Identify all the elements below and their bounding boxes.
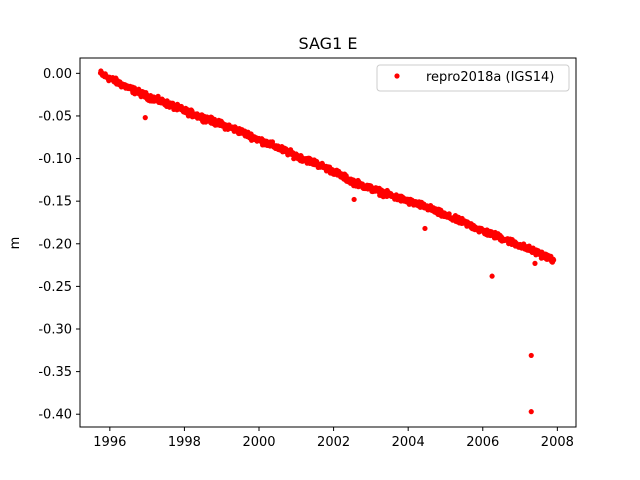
- y-tick-label: -0.05: [38, 109, 72, 124]
- data-point-outlier: [351, 196, 357, 203]
- data-point-outlier: [528, 352, 534, 359]
- y-axis: 0.00 -0.05 -0.10 -0.15 -0.20 -0.25 -0.30 -0.35 -…: [38, 67, 80, 423]
- y-tick-label: -0.35: [38, 365, 72, 380]
- legend-marker: [394, 73, 400, 79]
- data-point-outlier: [422, 225, 428, 232]
- axes-frame: [79, 57, 577, 428]
- y-tick-label: -0.20: [38, 237, 72, 252]
- y-tick-label: -0.10: [38, 152, 72, 167]
- data-point-outlier: [532, 260, 538, 266]
- x-tick-label: 1998: [168, 435, 201, 450]
- data-point-outlier: [142, 115, 148, 121]
- y-tick-label: -0.30: [38, 322, 72, 337]
- y-tick-label: -0.40: [38, 408, 72, 423]
- y-tick-label: 0.00: [43, 67, 72, 82]
- y-tick-label: -0.15: [38, 195, 72, 210]
- x-tick-label: 2004: [392, 435, 425, 450]
- chart-title: SAG1 E: [299, 34, 358, 53]
- data-point-outlier: [489, 273, 495, 279]
- x-axis: 1996 1998 2000 2002 2004 2006 2008: [93, 427, 574, 450]
- data-point-outlier: [528, 409, 534, 415]
- x-tick-label: 2002: [317, 435, 350, 450]
- x-tick-label: 1996: [93, 435, 126, 450]
- y-axis-label: m: [8, 237, 23, 250]
- legend-label: repro2018a (IGS14): [426, 70, 554, 85]
- legend-box: [376, 64, 570, 92]
- x-tick-label: 2008: [541, 435, 574, 450]
- plot-area: [97, 68, 557, 415]
- data-point: [551, 257, 557, 263]
- x-tick-label: 2000: [242, 435, 275, 450]
- x-tick-label: 2006: [466, 435, 499, 450]
- y-tick-label: -0.25: [38, 280, 72, 295]
- legend: repro2018a (IGS14): [376, 64, 570, 92]
